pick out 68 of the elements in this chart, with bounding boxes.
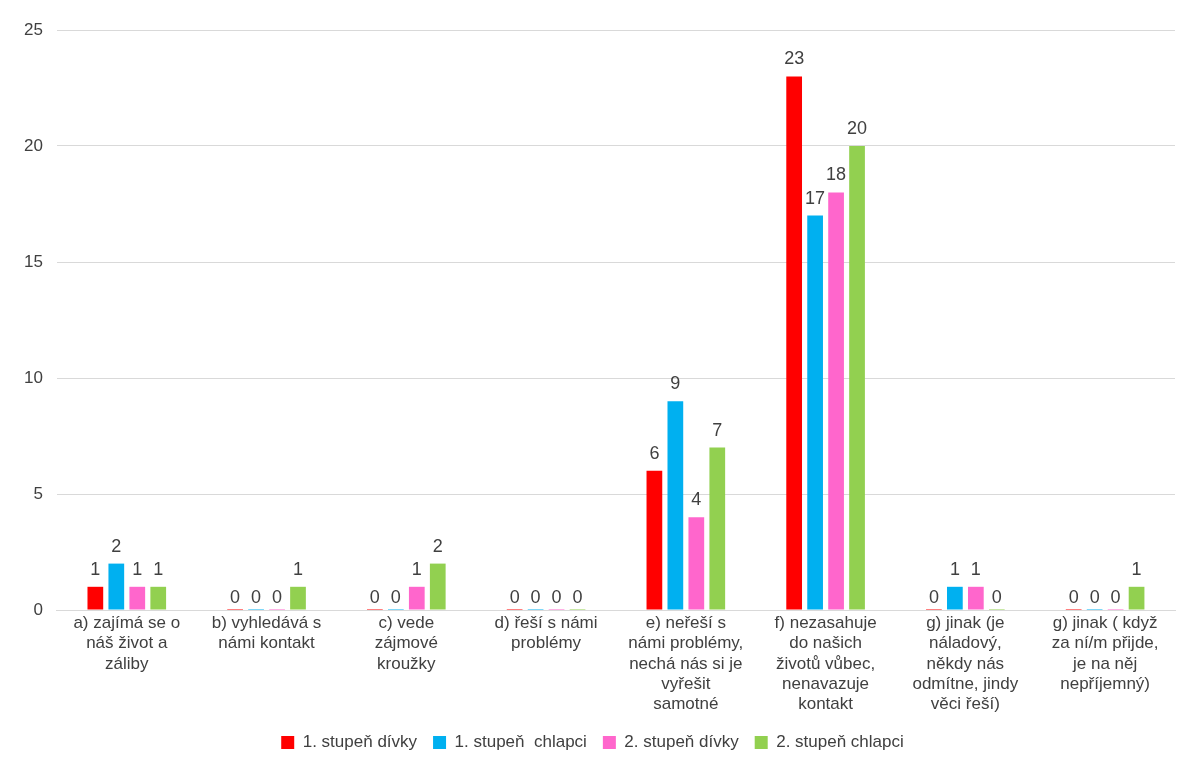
x-tick-label: c) vede zájmové kroužky <box>374 612 438 673</box>
data-label: 1 <box>411 558 422 579</box>
bar <box>150 586 167 610</box>
data-label: 1 <box>1131 558 1142 579</box>
data-label: 0 <box>1110 586 1121 607</box>
data-label: 17 <box>805 187 826 208</box>
data-label: 6 <box>649 442 660 463</box>
data-label: 1 <box>153 558 164 579</box>
data-label: 0 <box>530 586 541 607</box>
bar <box>667 401 684 610</box>
x-tick-label: b) vyhledává s námi kontakt <box>211 612 322 653</box>
x-tick-label: f) nezasahuje do našich životů vůbec, nenavazuje kontakt <box>774 612 877 714</box>
data-label: 9 <box>670 373 681 394</box>
bar <box>1128 586 1145 610</box>
bar <box>429 563 446 610</box>
x-tick-label: g) jinak (je náladový, někdy nás odmítne, jindy věci řeší) <box>912 612 1019 714</box>
data-label: 0 <box>251 586 262 607</box>
bar <box>87 586 104 610</box>
data-label: 0 <box>369 586 380 607</box>
data-label: 0 <box>1068 586 1079 607</box>
y-tick-label: 0 <box>33 599 43 619</box>
y-tick-label: 20 <box>23 135 43 155</box>
data-label: 0 <box>991 586 1002 607</box>
bar <box>646 470 663 610</box>
bar <box>108 563 125 610</box>
y-tick-label: 10 <box>23 367 43 387</box>
data-label: 0 <box>572 586 583 607</box>
legend-label: 2. stupeň chlapci <box>776 732 904 752</box>
bar <box>786 76 803 610</box>
data-label: 0 <box>551 586 562 607</box>
x-tick-label: e) neřeší s námi problémy, nechá nás si je vyřešit samotné <box>628 612 744 714</box>
data-label: 0 <box>1089 586 1100 607</box>
bar <box>408 586 425 610</box>
data-label: 0 <box>272 586 283 607</box>
x-tick-label: d) řeší s námi problémy <box>494 612 598 653</box>
data-label: 2 <box>111 535 122 556</box>
legend-label: 1. stupeň chlapci <box>454 732 587 752</box>
data-label: 0 <box>230 586 241 607</box>
data-label: 0 <box>928 586 939 607</box>
x-tick-label: a) zajímá se o náš život a záliby <box>73 612 181 673</box>
y-tick-label: 15 <box>23 251 43 271</box>
bar <box>290 586 306 610</box>
bar <box>129 586 146 610</box>
data-label: 0 <box>509 586 520 607</box>
bar <box>688 517 705 610</box>
data-label: 1 <box>90 558 101 579</box>
x-tick-label: g) jinak ( když za ní/m přijde, je na něj nepříjemný) <box>1051 612 1159 694</box>
data-label: 0 <box>390 586 401 607</box>
data-label: 4 <box>691 489 702 510</box>
bar <box>828 192 844 610</box>
bar <box>947 586 963 610</box>
data-label: 1 <box>970 558 981 579</box>
data-label: 2 <box>432 535 443 556</box>
y-tick-label: 25 <box>23 19 43 39</box>
bar <box>967 586 984 610</box>
y-tick-label: 5 <box>33 483 43 503</box>
data-label: 7 <box>712 419 723 440</box>
data-label: 1 <box>292 558 304 579</box>
legend-label: 2. stupeň dívky <box>624 732 740 752</box>
data-label: 18 <box>826 164 847 185</box>
legend-label: 1. stupeň dívky <box>302 732 418 752</box>
bar <box>849 146 865 610</box>
data-label: 1 <box>132 558 143 579</box>
bar <box>807 215 823 610</box>
bar <box>709 447 726 610</box>
data-label: 1 <box>949 558 960 579</box>
data-label: 23 <box>784 48 805 69</box>
data-label: 20 <box>847 117 868 138</box>
